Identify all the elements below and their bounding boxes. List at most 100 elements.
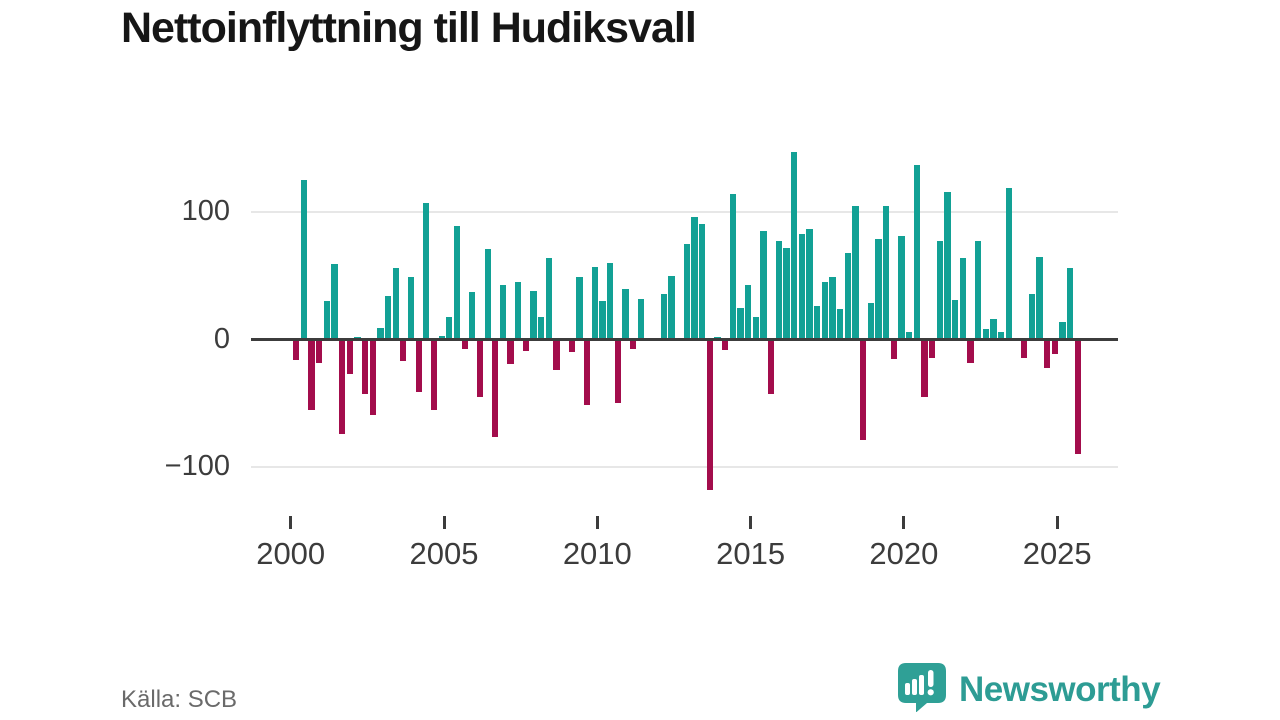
x-axis-tick-2025: [1055, 516, 1059, 529]
x-axis-tick-2015: [749, 516, 753, 529]
bar-2011Q1: [630, 341, 637, 349]
bar-2024Q4: [1051, 341, 1058, 354]
bar-2017Q1: [814, 306, 821, 340]
bar-2016Q3: [798, 233, 806, 340]
x-axis-label-2025: 2025: [1022, 536, 1092, 571]
y-axis-label--100: −100: [164, 449, 230, 482]
x-axis-label-2005: 2005: [409, 536, 479, 571]
bar-2006Q2: [484, 249, 491, 340]
gridline-100: [251, 211, 1118, 214]
bar-2020Q3: [921, 341, 928, 398]
x-axis-tick-2000: [289, 516, 293, 529]
bar-2007Q3: [522, 341, 530, 352]
bar-2003Q2: [392, 268, 399, 340]
bar-2004Q1: [415, 341, 422, 392]
bar-2004Q3: [430, 341, 438, 410]
bar-2006Q4: [499, 284, 507, 340]
bar-2013Q2: [699, 223, 706, 340]
bar-2009Q4: [591, 266, 599, 340]
bar-2014Q4: [745, 284, 752, 340]
bar-2008Q1: [538, 316, 545, 340]
bar-2023Q1: [997, 331, 1005, 340]
bar-2003Q1: [384, 296, 392, 340]
x-axis-tick-2005: [442, 516, 446, 529]
gridline--100: [251, 465, 1118, 468]
bar-2020Q4: [929, 341, 936, 358]
bar-2012Q2: [668, 275, 675, 340]
bar-2010Q2: [607, 263, 614, 340]
bar-2021Q1: [936, 241, 943, 340]
bar-2021Q2: [944, 191, 951, 340]
bar-2021Q3: [952, 300, 959, 340]
bar-2019Q3: [890, 341, 897, 359]
bar-2025Q3: [1074, 341, 1081, 455]
newsworthy-logo: Newsworthy: [897, 662, 1161, 717]
bar-2022Q4: [990, 319, 997, 340]
x-axis-label-2010: 2010: [562, 536, 632, 571]
bar-2015Q3: [768, 341, 775, 395]
bar-2020Q1: [906, 331, 913, 340]
bar-2009Q2: [576, 277, 583, 340]
bar-2021Q4: [959, 257, 966, 340]
bar-2000Q1: [292, 341, 300, 361]
bar-2025Q1: [1059, 321, 1066, 340]
bar-2004Q2: [423, 203, 430, 340]
chart-title: Nettoinflyttning till Hudiksvall: [121, 4, 697, 52]
bar-2018Q1: [844, 252, 851, 340]
bar-2014Q2: [729, 194, 737, 340]
bar-2002Q2: [361, 341, 369, 395]
bar-2012Q4: [683, 243, 691, 340]
bar-2017Q2: [821, 282, 828, 340]
bar-2002Q4: [377, 328, 384, 340]
bar-2018Q3: [860, 341, 867, 441]
bar-2016Q1: [783, 247, 790, 340]
bar-2016Q2: [791, 152, 798, 340]
bar-2001Q2: [331, 264, 338, 340]
x-axis-zero-line: [251, 338, 1118, 341]
x-axis-label-2015: 2015: [716, 536, 786, 571]
bar-2001Q1: [323, 301, 330, 340]
bar-2025Q2: [1066, 268, 1074, 340]
bar-2023Q2: [1005, 187, 1012, 340]
bar-2019Q4: [898, 236, 905, 340]
x-axis-tick-2010: [595, 516, 599, 529]
bar-2007Q1: [507, 341, 514, 364]
newsworthy-wordmark: Newsworthy: [959, 669, 1161, 709]
bar-2008Q2: [545, 257, 553, 340]
bar-2013Q1: [691, 217, 698, 340]
bar-2015Q1: [752, 316, 760, 340]
y-axis-label-0: 0: [213, 322, 230, 355]
x-axis-tick-2020: [902, 516, 906, 529]
bar-2015Q2: [760, 231, 767, 340]
y-axis-label-100: 100: [181, 195, 230, 228]
bar-2010Q3: [614, 341, 622, 404]
bar-2014Q3: [737, 307, 744, 340]
bar-2001Q3: [338, 341, 346, 434]
bar-2010Q1: [599, 301, 606, 340]
bar-2011Q2: [637, 298, 645, 340]
bar-2009Q1: [568, 341, 576, 353]
bar-2013Q3: [706, 341, 714, 490]
bar-2015Q4: [775, 241, 783, 340]
bar-2023Q4: [1020, 341, 1028, 358]
bar-2000Q3: [308, 341, 315, 410]
bar-2004Q4: [438, 335, 445, 340]
bar-2017Q3: [829, 277, 836, 340]
source-label: Källa: SCB: [121, 686, 238, 713]
bar-2019Q2: [883, 205, 890, 340]
bar-2003Q3: [400, 341, 407, 362]
bar-2012Q1: [660, 293, 668, 340]
bar-2009Q3: [584, 341, 591, 405]
bar-2007Q2: [515, 282, 522, 340]
bar-2024Q3: [1043, 341, 1051, 368]
bar-2001Q4: [346, 341, 353, 375]
bar-2016Q4: [806, 228, 813, 340]
bar-2000Q4: [315, 341, 323, 363]
bar-2020Q2: [913, 165, 920, 340]
bar-2018Q4: [867, 302, 874, 340]
bar-2002Q3: [369, 341, 376, 415]
bar-2008Q3: [553, 341, 560, 371]
bar-2024Q2: [1036, 256, 1043, 340]
x-axis-label-2020: 2020: [869, 536, 939, 571]
bar-2022Q2: [974, 241, 982, 340]
